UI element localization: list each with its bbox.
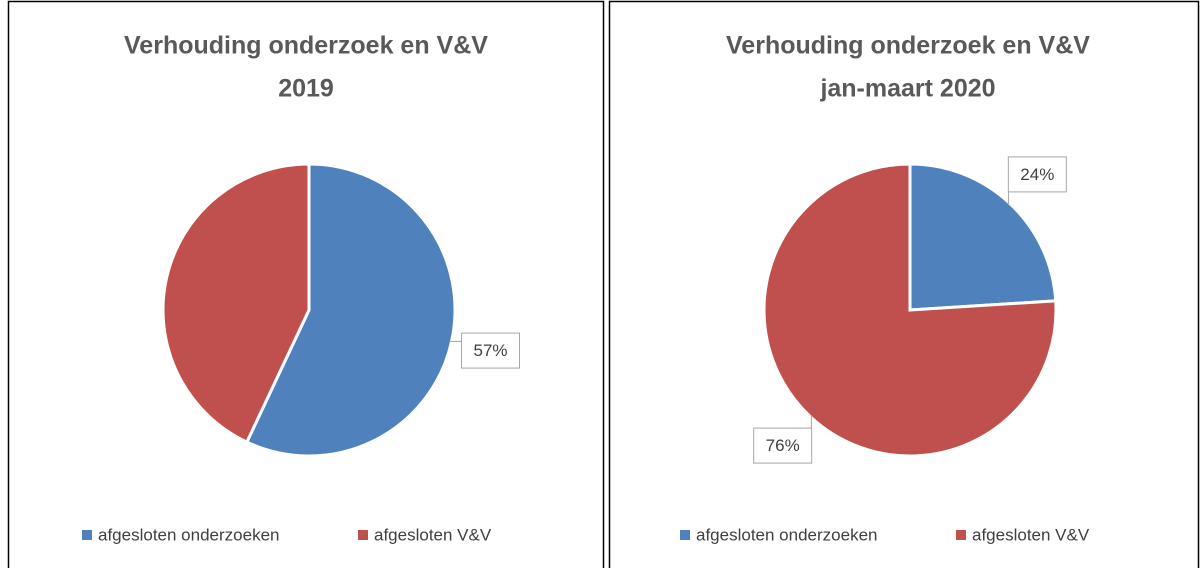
legend-label: afgesloten V&V [972,525,1090,544]
data-label: 24% [1020,165,1054,184]
pie-slice [161,162,311,445]
data-label: 76% [766,436,800,455]
chart-title: Verhouding onderzoek en V&V [124,32,488,60]
label-box [461,332,521,369]
legend-swatch [358,530,368,540]
legend-label: afgesloten V&V [374,525,492,544]
chart-title: Verhouding onderzoek en V&V [726,32,1090,60]
pie-slice [908,162,1058,312]
legend-swatch [82,530,92,540]
label-box [753,427,813,464]
chart-title: 2019 [278,75,334,103]
legend-swatch [680,530,690,540]
legend-label: afgesloten onderzoeken [98,525,279,544]
chart-title: jan-maart 2020 [819,75,995,103]
data-label: 57% [474,341,508,360]
pie-slice [762,162,1058,458]
legend-label: afgesloten onderzoeken [696,525,877,544]
legend-swatch [956,530,966,540]
label-box [1007,156,1067,193]
